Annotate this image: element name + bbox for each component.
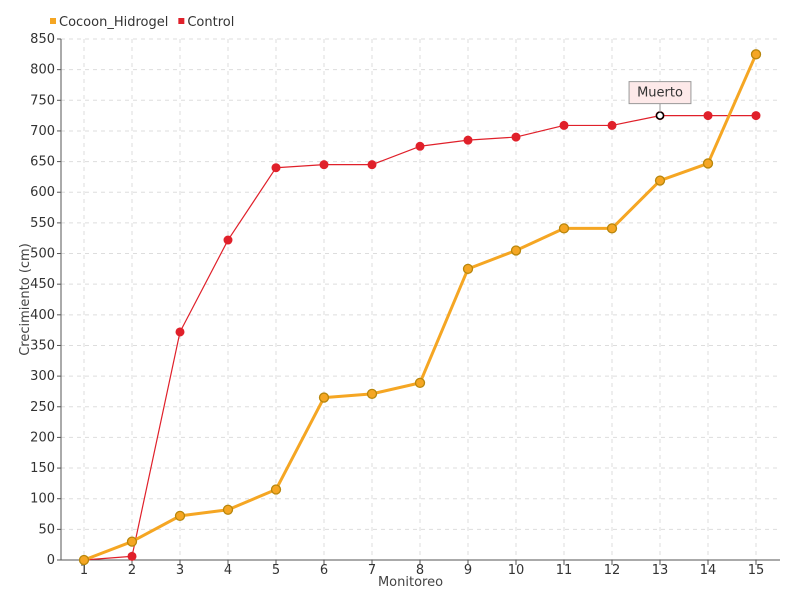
data-point-control bbox=[511, 132, 521, 142]
y-tick-label: 300 bbox=[30, 369, 55, 384]
data-point-cocoon-hidrogel bbox=[414, 377, 426, 389]
y-tick-label: 550 bbox=[30, 216, 55, 231]
legend-item-cocoon-hidrogel: Cocoon_Hidrogel bbox=[50, 15, 168, 30]
y-tick-label: 0 bbox=[47, 553, 55, 568]
y-tick-label: 350 bbox=[30, 338, 55, 353]
y-tick-label: 150 bbox=[30, 461, 55, 476]
data-point-cocoon-hidrogel bbox=[606, 223, 618, 234]
y-tick-label: 250 bbox=[30, 400, 55, 415]
data-point-control bbox=[271, 163, 281, 173]
legend-label: Cocoon_Hidrogel bbox=[59, 15, 168, 30]
data-point-control bbox=[319, 160, 329, 170]
annotation-marker bbox=[655, 111, 665, 120]
data-point-cocoon-hidrogel bbox=[462, 263, 474, 275]
data-point-control bbox=[559, 120, 569, 130]
x-tick-label: 7 bbox=[368, 563, 376, 578]
x-tick-label: 3 bbox=[176, 563, 184, 578]
x-tick-label: 8 bbox=[416, 563, 424, 578]
axes: 0 50 100 150 200 250 300 350 400 450 500 550 600 650 7… bbox=[30, 32, 780, 578]
data-point-cocoon-hidrogel bbox=[318, 392, 330, 403]
x-tick-label: 13 bbox=[652, 563, 669, 578]
x-tick-label: 9 bbox=[464, 563, 472, 578]
data-point-cocoon-hidrogel bbox=[222, 504, 234, 515]
x-tick-label: 15 bbox=[748, 563, 765, 578]
data-point-control bbox=[607, 120, 617, 130]
data-point-cocoon-hidrogel bbox=[270, 484, 282, 495]
y-tick-label: 700 bbox=[30, 124, 55, 139]
data-point-cocoon-hidrogel bbox=[654, 175, 666, 186]
x-tick-label: 11 bbox=[556, 563, 573, 578]
data-point-control bbox=[175, 327, 185, 337]
x-tick-label: 1 bbox=[80, 563, 88, 578]
data-point-control bbox=[223, 235, 233, 245]
y-axis-title: Crecimiento (cm) bbox=[18, 243, 33, 356]
data-point-control bbox=[751, 111, 761, 121]
y-tick-label: 500 bbox=[30, 247, 55, 262]
legend-label: Control bbox=[187, 15, 234, 30]
x-tick-label: 14 bbox=[700, 563, 717, 578]
legend-swatch bbox=[178, 18, 185, 24]
y-tick-label: 850 bbox=[30, 32, 55, 47]
x-axis-title: Monitoreo bbox=[378, 575, 443, 590]
series-cocoon-hidrogel bbox=[78, 49, 762, 566]
legend-swatch bbox=[50, 18, 56, 24]
data-point-cocoon-hidrogel bbox=[558, 223, 570, 234]
x-tick-label: 4 bbox=[224, 563, 232, 578]
y-tick-label: 400 bbox=[30, 308, 55, 323]
grid bbox=[61, 38, 780, 560]
series-control bbox=[79, 111, 761, 565]
y-tick-label: 200 bbox=[30, 430, 55, 445]
data-point-control bbox=[367, 160, 377, 170]
x-tick-label: 10 bbox=[508, 563, 525, 578]
data-point-cocoon-hidrogel bbox=[78, 554, 90, 566]
y-tick-label: 50 bbox=[38, 522, 55, 537]
data-point-cocoon-hidrogel bbox=[174, 510, 186, 522]
annotation-label: Muerto bbox=[637, 86, 683, 101]
series-group bbox=[78, 49, 762, 566]
data-point-control bbox=[127, 551, 137, 561]
data-point-cocoon-hidrogel bbox=[366, 388, 378, 400]
data-point-control bbox=[463, 135, 473, 145]
legend: Cocoon_Hidrogel Control bbox=[50, 15, 234, 30]
data-point-cocoon-hidrogel bbox=[702, 158, 714, 169]
y-tick-label: 450 bbox=[30, 277, 55, 292]
x-tick-label: 6 bbox=[320, 563, 328, 578]
y-tick-label: 800 bbox=[30, 63, 55, 78]
data-point-cocoon-hidrogel bbox=[126, 536, 138, 547]
annotation-callout: Muerto bbox=[628, 81, 692, 120]
y-tick-label: 650 bbox=[30, 155, 55, 170]
data-point-control bbox=[415, 141, 425, 151]
annotations: Muerto bbox=[628, 81, 692, 120]
data-point-cocoon-hidrogel bbox=[510, 245, 522, 256]
data-point-control bbox=[703, 111, 713, 121]
legend-item-control: Control bbox=[178, 15, 234, 30]
y-tick-label: 100 bbox=[30, 492, 55, 507]
y-tick-label: 600 bbox=[30, 185, 55, 200]
x-tick-label: 12 bbox=[604, 563, 621, 578]
x-tick-label: 5 bbox=[272, 563, 280, 578]
data-point-cocoon-hidrogel bbox=[750, 49, 762, 60]
x-tick-label: 2 bbox=[128, 563, 136, 578]
y-tick-label: 750 bbox=[30, 93, 55, 108]
